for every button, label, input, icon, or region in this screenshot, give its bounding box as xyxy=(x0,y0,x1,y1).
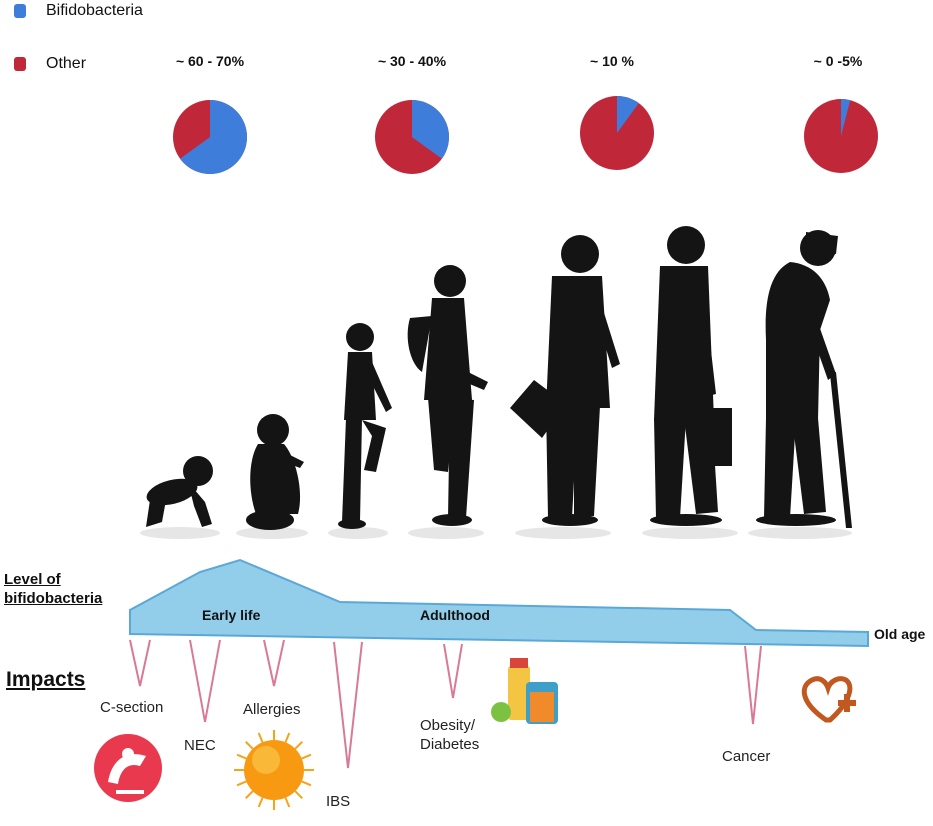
toddler-sitting-silhouette xyxy=(246,414,304,530)
floor-reflection xyxy=(140,527,852,539)
pie-slice-bifidobacteria xyxy=(412,100,449,159)
legend-label: Bifidobacteria xyxy=(46,2,143,19)
legend-item-bifidobacteria: Bifidobacteria xyxy=(14,2,143,20)
legend-swatch-blue xyxy=(14,4,26,18)
legend-label: Other xyxy=(46,55,87,72)
pollen-spike xyxy=(294,741,303,750)
impacts-title: Impacts xyxy=(6,668,86,691)
pollen-spike xyxy=(236,780,247,787)
impact-marker-csection xyxy=(129,639,151,687)
impact-obesity-line1: Obesity/ xyxy=(420,717,476,734)
impact-marker-obesity xyxy=(443,643,463,699)
allergy-pollen-icon xyxy=(234,730,314,810)
pie-slice-bifidobacteria xyxy=(617,95,639,133)
walking-cane-icon xyxy=(830,372,852,528)
pollen-spike xyxy=(257,797,264,808)
pollen-spike xyxy=(301,780,312,787)
impact-nec: NEC xyxy=(184,737,216,754)
impact-marker-cancer xyxy=(744,645,762,725)
bifidobacteria-level-band xyxy=(129,558,869,648)
level-title-line2: bifidobacteria xyxy=(4,590,103,607)
impact-marker-nec xyxy=(189,639,221,723)
impact-obesity-diabetes: Obesity/ Diabetes xyxy=(420,716,479,754)
c-section-icon xyxy=(94,734,162,802)
heart-plus-icon xyxy=(801,676,856,723)
human-life-stages xyxy=(146,226,852,530)
impact-ibs: IBS xyxy=(326,793,351,810)
level-title-line1: Level of xyxy=(4,571,61,588)
pollen-spike xyxy=(236,753,247,760)
legend-swatch-red xyxy=(14,57,26,71)
stage-old-age: Old age xyxy=(874,626,926,642)
pie-label: ~ 60 - 70% xyxy=(175,53,245,69)
pollen-spike xyxy=(284,797,291,808)
pollen-spike xyxy=(257,732,264,743)
adult-silhouette xyxy=(542,235,620,526)
impact-marker-allergies xyxy=(263,639,285,687)
impact-cancer: Cancer xyxy=(722,748,771,765)
pollen-spike xyxy=(294,790,303,799)
impact-markers xyxy=(129,639,762,769)
pie-slice-bifidobacteria xyxy=(841,99,851,136)
elderly-silhouette xyxy=(756,230,852,528)
pie-charts xyxy=(173,95,878,175)
teen-silhouette xyxy=(407,265,488,526)
pollen-spike xyxy=(301,753,312,760)
pollen-spike xyxy=(245,741,254,750)
pie-label: ~ 30 - 40% xyxy=(377,53,447,69)
legend-item-other: Other xyxy=(14,55,86,73)
pie-label: ~ 10 % xyxy=(590,53,634,69)
pie-label: ~ 0 -5% xyxy=(813,53,863,69)
stage-early-life: Early life xyxy=(202,607,261,623)
food-drinks-icon xyxy=(491,658,558,724)
impact-obesity-line2: Diabetes xyxy=(420,736,480,753)
pie-slice-bifidobacteria xyxy=(180,100,247,175)
middle-aged-silhouette xyxy=(650,226,722,526)
pollen-spike xyxy=(284,732,291,743)
child-silhouette xyxy=(338,323,392,529)
briefcase-icon xyxy=(510,380,566,438)
level-of-bifidobacteria-label: Level of bifidobacteria xyxy=(4,570,102,608)
briefcase-icon xyxy=(690,408,732,466)
pollen-spike xyxy=(245,790,254,799)
impact-marker-ibs xyxy=(333,641,363,769)
impact-allergies: Allergies xyxy=(243,701,301,718)
stage-adulthood: Adulthood xyxy=(420,607,490,623)
baby-crawling-silhouette xyxy=(146,456,213,527)
impact-csection: C-section xyxy=(100,699,164,716)
